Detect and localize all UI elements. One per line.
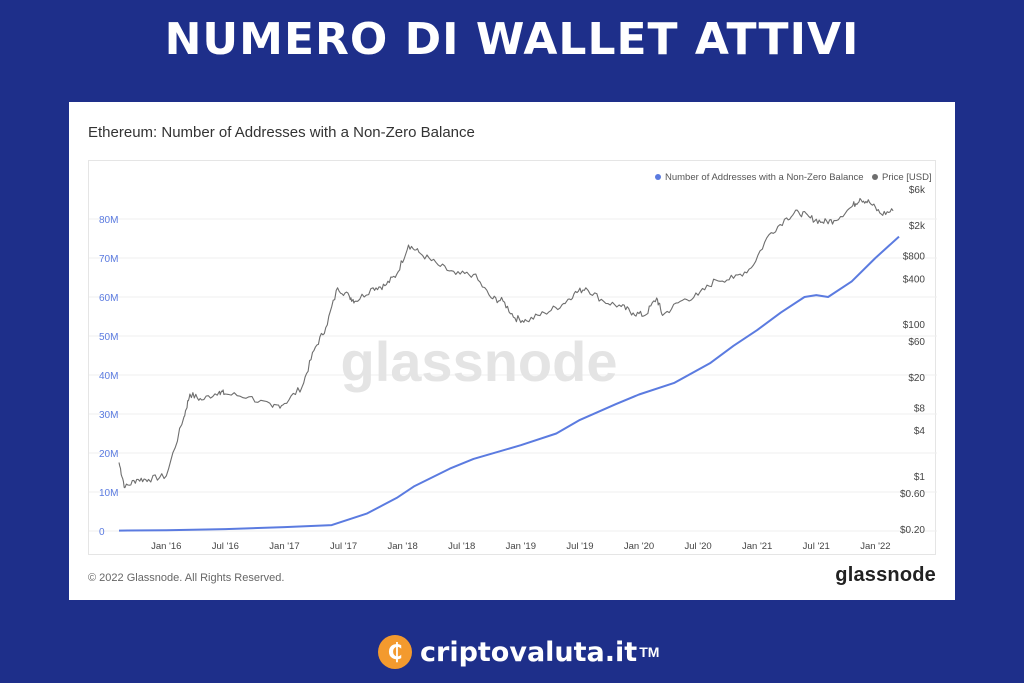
x-tick-label: Jan '18	[387, 541, 417, 552]
right-tick-label: $6k	[909, 185, 926, 196]
right-tick-label: $8	[914, 403, 926, 414]
left-tick-label: 30M	[99, 410, 118, 421]
left-tick-label: 60M	[99, 293, 118, 304]
x-tick-label: Jul '19	[566, 541, 593, 552]
x-tick-label: Jul '17	[330, 541, 357, 552]
legend-marker-price	[872, 174, 878, 180]
right-axis-ticks: $0.20 $0.60 $1 $4 $8 $20 $60 $100 $400 $800 $2k $6k	[900, 185, 926, 536]
legend-label-addresses[interactable]: Number of Addresses with a Non-Zero Bala…	[665, 172, 864, 183]
copyright-text: © 2022 Glassnode. All Rights Reserved.	[88, 572, 285, 584]
right-tick-label: $2k	[909, 221, 926, 232]
left-tick-label: 50M	[99, 332, 118, 343]
x-tick-label: Jul '16	[212, 541, 239, 552]
x-tick-label: Jan '16	[151, 541, 181, 552]
x-tick-label: Jul '18	[448, 541, 475, 552]
x-tick-label: Jan '22	[860, 541, 890, 552]
footer-brand: ₵ criptovaluta.it TM	[378, 632, 659, 672]
chart-svg: glassnode 0 10M 20M 30M 40M 50M 60M 70M 80M $0.2…	[89, 172, 937, 552]
left-tick-label: 20M	[99, 449, 118, 460]
left-tick-label: 0	[99, 527, 105, 538]
right-tick-label: $20	[908, 373, 925, 384]
right-tick-label: $60	[908, 337, 925, 348]
trademark-symbol: TM	[639, 644, 660, 660]
x-tick-label: Jul '21	[803, 541, 830, 552]
page-headline: NUMERO DI WALLET ATTIVI	[164, 14, 860, 65]
series-line-price	[118, 197, 894, 489]
x-axis-ticks: Jan '16 Jul '16 Jan '17 Jul '17 Jan '18 Jul '…	[151, 541, 890, 552]
x-tick-label: Jan '21	[742, 541, 772, 552]
left-axis-ticks: 0 10M 20M 30M 40M 50M 60M 70M 80M	[99, 215, 118, 538]
chart-legend[interactable]: Number of Addresses with a Non-Zero Bala…	[655, 172, 932, 183]
right-tick-label: $1	[914, 472, 926, 483]
right-tick-label: $0.20	[900, 525, 925, 536]
right-tick-label: $800	[903, 251, 926, 262]
watermark: glassnode	[341, 330, 618, 393]
x-tick-label: Jul '20	[685, 541, 712, 552]
bitcoin-coin-icon: ₵	[378, 635, 412, 669]
chart-title: Ethereum: Number of Addresses with a Non…	[88, 124, 475, 141]
glassnode-logo: glassnode	[835, 564, 936, 586]
legend-label-price[interactable]: Price [USD]	[882, 172, 932, 183]
right-tick-label: $4	[914, 426, 926, 437]
footer-brand-name: criptovaluta.it	[420, 636, 638, 668]
series-line-addresses	[118, 235, 900, 532]
left-tick-label: 80M	[99, 215, 118, 226]
left-tick-label: 10M	[99, 488, 118, 499]
chart-area: glassnode 0 10M 20M 30M 40M 50M 60M 70M 80M $0.2…	[88, 160, 937, 555]
left-tick-label: 70M	[99, 254, 118, 265]
legend-marker-addresses	[655, 174, 661, 180]
grid-lines	[89, 218, 937, 532]
right-tick-label: $0.60	[900, 489, 925, 500]
x-tick-label: Jan '20	[624, 541, 654, 552]
x-tick-label: Jan '19	[506, 541, 536, 552]
left-tick-label: 40M	[99, 371, 118, 382]
chart-card: Ethereum: Number of Addresses with a Non…	[69, 102, 955, 600]
x-tick-label: Jan '17	[269, 541, 299, 552]
right-tick-label: $400	[903, 274, 926, 285]
right-tick-label: $100	[903, 320, 926, 331]
series-lines	[118, 197, 900, 532]
